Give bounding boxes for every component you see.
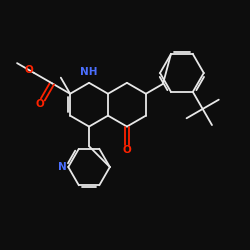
Text: O: O xyxy=(36,99,44,109)
Text: O: O xyxy=(25,65,34,75)
Text: N: N xyxy=(58,162,67,172)
Text: NH: NH xyxy=(80,67,98,77)
Text: O: O xyxy=(122,145,131,155)
